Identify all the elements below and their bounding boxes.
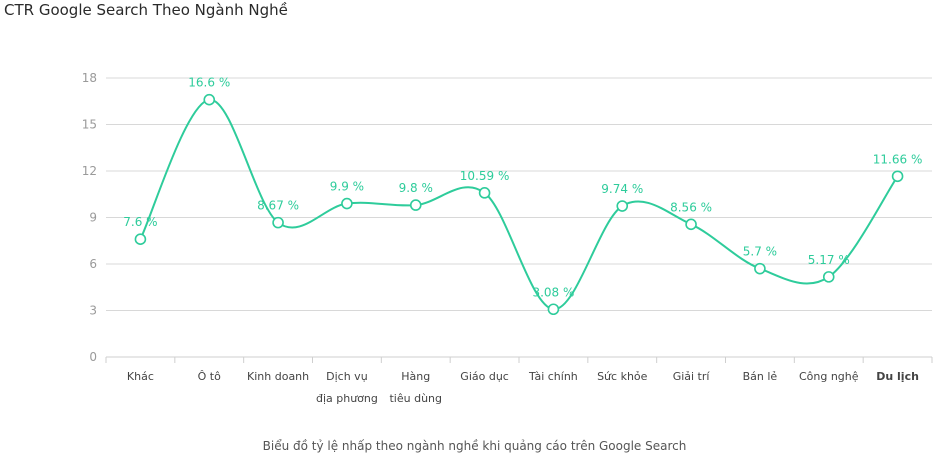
y-axis-ticks: 0 3 6 9 12 15 18 (82, 71, 97, 364)
x-tick-label: Sức khỏe (597, 370, 648, 383)
data-label: 5.7 % (743, 245, 777, 259)
y-tick-label: 6 (89, 257, 97, 271)
x-tick-label: Hàng tiêu dùng (389, 370, 442, 405)
data-point[interactable] (547, 303, 560, 316)
line-chart: 0 3 6 9 12 15 18 Khác Ô tô Kinh doanh Dịch vụ địa … (82, 71, 933, 405)
x-tick-label: Giáo dục (460, 370, 509, 383)
data-point[interactable] (891, 170, 904, 183)
x-tick-label: Bán lẻ (743, 370, 778, 383)
data-labels: 7.6 % 16.6 % 8.67 % 9.9 % 9.8 % 10.59 % 3.08 %… (123, 76, 922, 300)
data-point[interactable] (822, 271, 835, 283)
x-axis-ticks (105, 357, 933, 363)
y-tick-label: 3 (89, 304, 97, 318)
data-point[interactable] (134, 233, 147, 245)
data-point[interactable] (272, 216, 284, 229)
data-label: 16.6 % (188, 76, 230, 90)
x-tick-label: Ô tô (198, 370, 221, 383)
x-tick-label: Dịch vụ địa phương (316, 370, 378, 405)
data-label: 9.9 % (330, 180, 364, 194)
x-tick-label: Khác (127, 370, 154, 383)
data-label: 8.67 % (257, 199, 299, 213)
y-tick-label: 15 (82, 118, 97, 132)
data-label: 3.08 % (532, 285, 574, 299)
data-label: 9.74 % (601, 182, 643, 196)
chart-title: CTR Google Search Theo Ngành Nghề (4, 1, 288, 19)
x-axis-labels: Khác Ô tô Kinh doanh Dịch vụ địa phương Hàng t… (127, 370, 919, 405)
y-tick-label: 9 (89, 211, 97, 225)
data-point[interactable] (616, 200, 629, 212)
x-tick-label: Công nghệ (799, 370, 859, 383)
data-point[interactable] (409, 199, 422, 211)
x-tick-label: Tài chính (528, 370, 578, 383)
x-tick-label: Du lịch (876, 370, 919, 383)
x-tick-label: Giải trí (673, 370, 711, 383)
data-point[interactable] (478, 187, 491, 199)
data-label: 7.6 % (123, 215, 157, 229)
series-line (139, 98, 899, 311)
data-point[interactable] (754, 262, 766, 275)
data-label: 8.56 % (670, 200, 712, 214)
x-tick-label: Kinh doanh (247, 370, 309, 383)
data-label: 10.59 % (460, 169, 510, 183)
data-points (134, 93, 904, 316)
data-label: 11.66 % (873, 152, 923, 166)
data-point[interactable] (685, 218, 697, 231)
data-label: 5.17 % (808, 253, 850, 267)
chart-caption: Biểu đồ tỷ lệ nhấp theo ngành nghề khi q… (262, 439, 687, 453)
data-point[interactable] (203, 93, 216, 106)
y-tick-label: 0 (89, 350, 97, 364)
y-tick-label: 18 (82, 71, 97, 85)
data-label: 9.8 % (399, 181, 433, 195)
y-tick-label: 12 (82, 164, 97, 178)
data-point[interactable] (341, 197, 353, 210)
